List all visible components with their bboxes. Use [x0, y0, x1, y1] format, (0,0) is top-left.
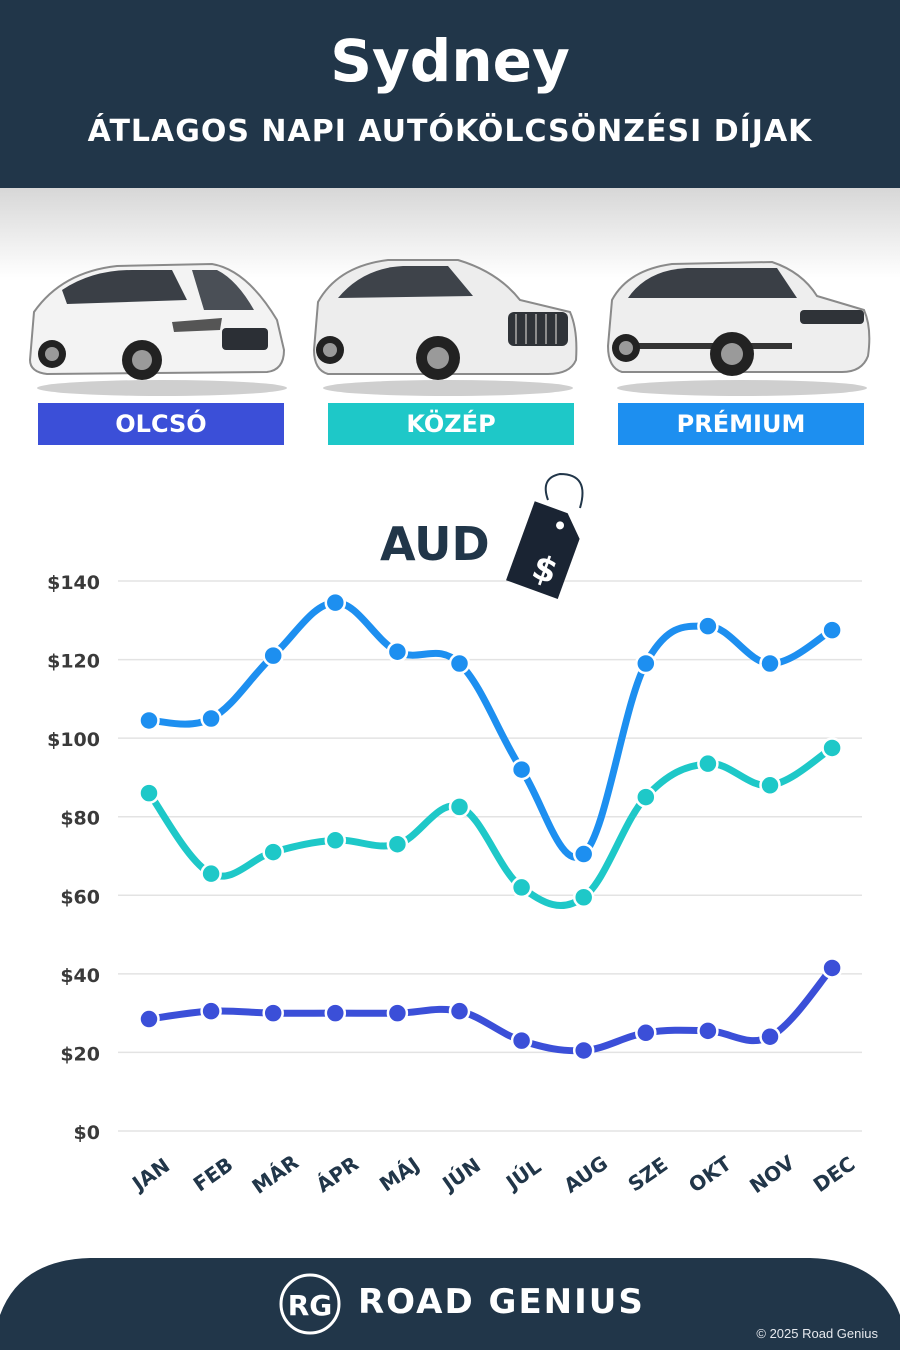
road-genius-logo-icon: RG — [279, 1273, 341, 1335]
data-point — [386, 1002, 409, 1024]
data-point — [759, 1025, 781, 1048]
x-tick-label: AUG — [559, 1151, 612, 1198]
page-title: Sydney — [330, 27, 570, 95]
chart-series — [138, 591, 843, 1062]
x-tick-label: JAN — [126, 1153, 174, 1197]
data-point — [200, 1000, 222, 1022]
data-point — [324, 829, 347, 852]
data-point — [138, 709, 160, 732]
x-tick-label: MÁR — [248, 1150, 303, 1199]
data-point — [697, 1020, 719, 1042]
luxury-suv-car-icon — [606, 260, 871, 396]
y-axis: $0 $20 $40 $60 $80 $100 $120 $140 — [47, 572, 100, 1144]
y-tick-label: $0 — [74, 1122, 100, 1144]
x-tick-label: FEB — [189, 1152, 238, 1196]
data-point — [759, 774, 781, 797]
data-point — [386, 640, 409, 663]
data-point — [635, 1022, 657, 1044]
line-chart: $0 $20 $40 $60 $80 $100 $120 $140 JAN FEB MÁR ÁPR M… — [47, 472, 862, 1199]
data-point — [262, 644, 284, 667]
y-tick-label: $100 — [47, 729, 100, 751]
y-tick-label: $20 — [60, 1043, 100, 1065]
data-point — [448, 652, 471, 675]
data-point — [572, 886, 595, 908]
x-axis: JAN FEB MÁR ÁPR MÁJ JÚN JÚL AUG SZE OKT NOV DEC — [126, 1150, 859, 1199]
y-tick-label: $60 — [60, 886, 100, 908]
data-point — [635, 652, 657, 675]
data-point — [448, 1000, 471, 1022]
series-line — [145, 744, 836, 910]
data-point — [510, 758, 533, 781]
data-point — [324, 591, 347, 614]
data-point — [697, 615, 719, 637]
x-tick-label: OKT — [684, 1151, 736, 1197]
category-label-mid: KÖZÉP — [328, 403, 574, 445]
data-point — [138, 782, 160, 804]
brand-name: ROAD GENIUS — [358, 1282, 645, 1322]
x-tick-label: DEC — [809, 1152, 860, 1197]
series-line — [145, 599, 836, 861]
data-point — [200, 707, 222, 730]
price-tag-icon: $ — [506, 472, 584, 600]
suv-car-icon — [312, 259, 578, 396]
currency-label: AUD — [380, 517, 490, 571]
data-point — [635, 786, 657, 808]
data-point — [821, 957, 843, 979]
series-line — [145, 964, 836, 1055]
y-tick-label: $40 — [60, 965, 100, 987]
footer-background — [0, 1258, 900, 1350]
x-tick-label: ÁPR — [312, 1151, 363, 1197]
header-banner: Sydney ÁTLAGOS NAPI AUTÓKÖLCSÖNZÉSI DÍJA… — [0, 0, 900, 188]
page-subtitle: ÁTLAGOS NAPI AUTÓKÖLCSÖNZÉSI DÍJAK — [87, 114, 813, 149]
x-tick-label: JÚL — [500, 1154, 545, 1196]
x-tick-label: NOV — [745, 1150, 799, 1198]
x-tick-label: JÚN — [436, 1153, 485, 1197]
data-point — [448, 796, 471, 818]
chart-grid — [118, 580, 862, 1132]
x-tick-label: SZE — [623, 1152, 672, 1196]
data-point — [138, 1008, 160, 1030]
data-point — [759, 652, 781, 675]
data-point — [200, 862, 222, 885]
y-tick-label: $140 — [47, 572, 100, 594]
data-point — [262, 841, 284, 863]
data-point — [324, 1002, 347, 1024]
data-point — [510, 1029, 533, 1052]
data-point — [510, 876, 533, 899]
data-point — [386, 833, 409, 855]
data-point — [572, 1039, 595, 1062]
footer-banner — [0, 1255, 900, 1350]
y-tick-label: $80 — [60, 808, 100, 830]
data-point — [697, 752, 719, 775]
category-label-economy: OLCSÓ — [38, 403, 284, 445]
copyright-text: © 2025 Road Genius — [756, 1326, 878, 1341]
category-label-premium: PRÉMIUM — [618, 403, 864, 445]
logo-text: RG — [288, 1289, 333, 1322]
data-point — [572, 843, 595, 865]
data-point — [821, 619, 843, 641]
data-point — [821, 737, 843, 759]
hatchback-car-icon — [28, 262, 287, 396]
y-tick-label: $120 — [47, 651, 100, 673]
data-point — [262, 1002, 284, 1024]
x-tick-label: MÁJ — [375, 1152, 424, 1196]
